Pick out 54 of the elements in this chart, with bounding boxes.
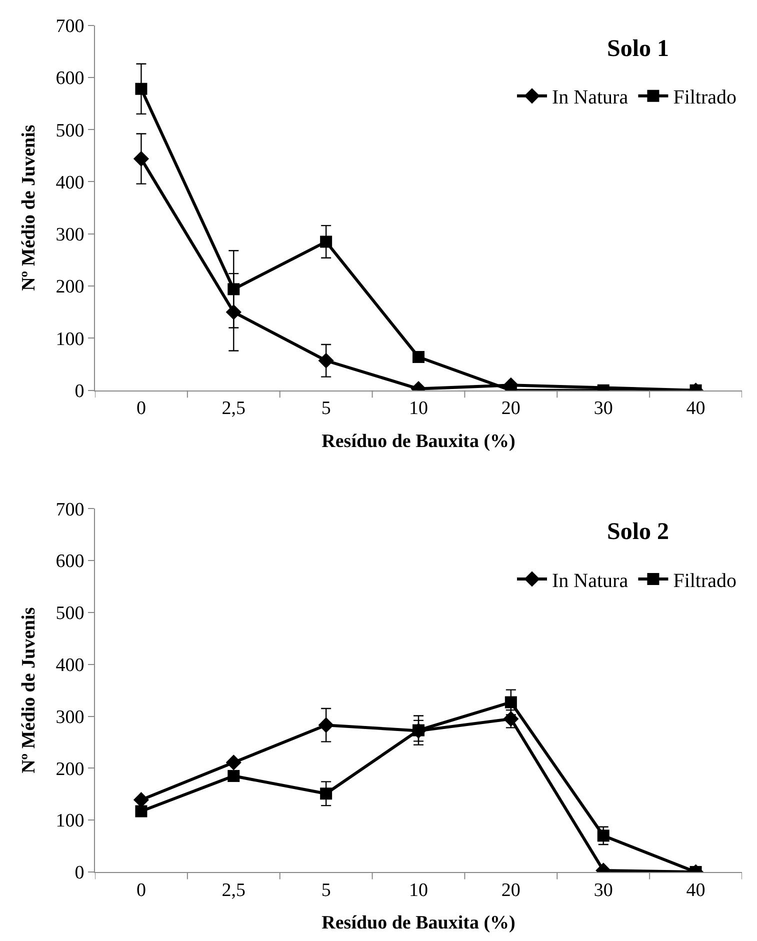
x-tick-label: 5 — [321, 398, 331, 420]
point — [412, 350, 424, 363]
point — [228, 283, 240, 296]
y-tick-label: 700 — [56, 499, 84, 520]
y-tick-label: 400 — [56, 172, 84, 194]
legend-label: In Natura — [552, 570, 628, 592]
y-axis-title: Nº Médio de Juvenis — [18, 124, 40, 291]
x-tick-label: 2,5 — [222, 398, 246, 420]
y-tick-label: 300 — [56, 224, 84, 246]
point — [133, 151, 150, 167]
x-axis-title: Resíduo de Bauxita (%) — [322, 430, 516, 452]
chart-title: Solo 2 — [607, 519, 670, 545]
point — [320, 236, 332, 248]
y-tick-label: 100 — [56, 810, 84, 832]
x-tick-label: 40 — [686, 398, 706, 420]
point — [318, 352, 334, 368]
chart-title: Solo 1 — [607, 36, 670, 62]
y-tick-label: 500 — [56, 120, 84, 142]
legend-label: Filtrado — [673, 86, 737, 109]
y-tick-label: 300 — [56, 706, 84, 728]
x-tick-label: 5 — [321, 880, 331, 901]
legend-label: In Natura — [552, 86, 628, 109]
y-tick-label: 100 — [56, 328, 84, 350]
point — [135, 805, 148, 818]
x-tick-label: 0 — [136, 398, 146, 420]
x-tick-label: 30 — [594, 880, 613, 901]
y-tick-label: 0 — [74, 381, 84, 402]
x-axis-title: Resíduo de Bauxita (%) — [322, 912, 516, 934]
y-axis-title: Nº Médio de Juvenis — [18, 607, 40, 774]
x-tick-label: 10 — [409, 398, 428, 420]
y-tick-label: 400 — [56, 655, 84, 676]
y-tick-label: 700 — [56, 16, 84, 37]
x-tick-label: 40 — [686, 880, 706, 901]
x-tick-label: 10 — [409, 880, 428, 901]
x-tick-label: 30 — [594, 398, 613, 420]
y-tick-label: 500 — [56, 603, 84, 624]
y-tick-label: 200 — [56, 758, 84, 780]
y-tick-label: 600 — [56, 551, 84, 572]
y-tick-label: 600 — [56, 68, 84, 90]
legend-label: Filtrado — [673, 570, 737, 592]
x-tick-label: 20 — [501, 398, 520, 420]
point — [504, 696, 517, 708]
x-tick-label: 2,5 — [222, 880, 246, 901]
point — [597, 830, 610, 842]
point — [318, 717, 334, 733]
point — [226, 754, 242, 770]
x-tick-label: 0 — [136, 880, 146, 901]
point — [135, 82, 148, 95]
y-tick-label: 0 — [74, 862, 84, 884]
y-tick-label: 200 — [56, 276, 84, 298]
x-tick-label: 20 — [501, 880, 520, 901]
point — [228, 770, 240, 782]
point — [412, 724, 424, 736]
point — [320, 788, 332, 800]
